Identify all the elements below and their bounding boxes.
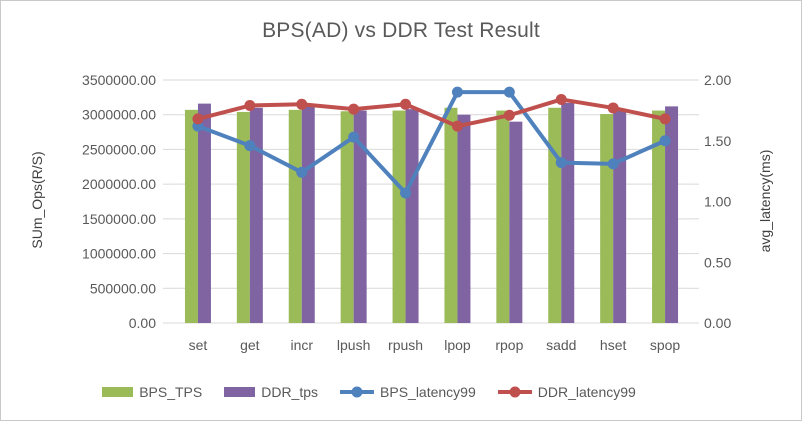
right-axis-tick-label: 1.50 — [704, 133, 731, 149]
chart-title: BPS(AD) vs DDR Test Result — [262, 19, 540, 42]
bar-BPS_TPS-get — [236, 111, 250, 324]
marker-DDR_latency99-lpush — [348, 103, 360, 115]
x-axis-category-label: rpush — [388, 337, 423, 353]
left-axis-tick-label: 0.00 — [129, 315, 156, 331]
bar-BPS_TPS-rpop — [496, 110, 510, 323]
bar-DDR_tps-rpop — [509, 121, 523, 324]
x-axis-category-label: hset — [600, 337, 627, 353]
legend-label: BPS_latency99 — [380, 384, 476, 400]
x-axis-category-label: lpush — [337, 337, 370, 353]
bar-DDR_tps-rpush — [405, 109, 419, 323]
legend-item-bps_latency99: BPS_latency99 — [340, 384, 476, 400]
bar-DDR_tps-incr — [301, 106, 315, 323]
marker-BPS_latency99-lpop — [451, 86, 463, 98]
marker-BPS_latency99-get — [244, 140, 256, 152]
legend-label: DDR_tps — [261, 384, 319, 400]
marker-DDR_latency99-hset — [607, 102, 619, 114]
right-axis-tick-label: 1.00 — [704, 194, 731, 210]
bar-BPS_TPS-lpop — [444, 107, 458, 324]
marker-BPS_latency99-spop — [659, 135, 671, 147]
x-axis-category-label: incr — [290, 337, 313, 353]
bar-DDR_tps-hset — [613, 109, 627, 323]
x-axis-category-label: rpop — [495, 337, 523, 353]
bar-BPS_TPS-set — [184, 109, 198, 324]
marker-BPS_latency99-sadd — [555, 157, 567, 169]
legend: BPS_TPS DDR_tps BPS_latency99 DDR_latency99 — [1, 380, 769, 404]
marker-DDR_latency99-sadd — [555, 93, 567, 105]
marker-DDR_latency99-lpop — [451, 120, 463, 132]
marker-DDR_latency99-incr — [296, 98, 308, 110]
bar-BPS_TPS-rpush — [392, 110, 406, 323]
bar-BPS_TPS-spop — [652, 110, 666, 323]
x-axis-category-label: get — [240, 337, 260, 353]
marker-BPS_latency99-rpop — [503, 86, 515, 98]
legend-line-marker-icon — [340, 386, 375, 398]
bar-BPS_TPS-sadd — [548, 107, 562, 324]
legend-label: BPS_TPS — [139, 384, 203, 400]
left-axis-tick-label: 500000.00 — [90, 280, 156, 296]
x-axis-category-label: set — [189, 337, 208, 353]
x-axis-category-label: lpop — [444, 337, 471, 353]
marker-BPS_latency99-hset — [607, 158, 619, 170]
line-DDR_latency99 — [195, 97, 668, 129]
legend-item-bps_tps: BPS_TPS — [102, 384, 202, 400]
right-axis-tick-label: 0.50 — [704, 254, 731, 270]
left-axis-tick-label: 2000000.00 — [82, 176, 156, 192]
line-BPS_latency99 — [195, 90, 668, 195]
left-axis-tick-label: 3500000.00 — [82, 72, 156, 88]
marker-BPS_latency99-rpush — [400, 187, 412, 199]
left-axis-tick-label: 1500000.00 — [82, 211, 156, 227]
legend-bar-swatch-icon — [224, 387, 256, 397]
right-axis-tick-label: 2.00 — [704, 72, 731, 88]
legend-bar-swatch-icon — [102, 387, 134, 397]
legend-label: DDR_latency99 — [537, 384, 636, 400]
bar-DDR_tps-sadd — [561, 102, 575, 323]
bar-BPS_TPS-hset — [600, 114, 614, 324]
x-axis-category-label: sadd — [546, 337, 576, 353]
right-axis-tick-label: 0.00 — [704, 315, 731, 331]
marker-DDR_latency99-rpush — [400, 98, 412, 110]
marker-BPS_latency99-incr — [296, 166, 308, 178]
bar-DDR_tps-set — [197, 103, 211, 323]
legend-item-ddr_tps: DDR_tps — [224, 384, 318, 400]
bar-DDR_tps-spop — [665, 106, 679, 323]
bar-DDR_tps-lpush — [353, 110, 367, 323]
left-axis-tick-label: 1000000.00 — [82, 246, 156, 262]
marker-DDR_latency99-rpop — [503, 109, 515, 121]
marker-DDR_latency99-spop — [659, 113, 671, 125]
left-axis-tick-label: 3000000.00 — [82, 107, 156, 123]
bar-BPS_TPS-incr — [288, 109, 302, 324]
bar-BPS_TPS-lpush — [340, 111, 354, 323]
bar-DDR_tps-lpop — [457, 114, 471, 323]
legend-line-marker-icon — [497, 386, 532, 398]
legend-item-ddr_latency99: DDR_latency99 — [497, 384, 636, 400]
x-axis-category-label: spop — [650, 337, 681, 353]
marker-DDR_latency99-get — [244, 100, 256, 112]
marker-BPS_latency99-lpush — [348, 131, 360, 143]
marker-DDR_latency99-set — [192, 113, 204, 125]
left-axis-tick-label: 2500000.00 — [82, 141, 156, 157]
bar-DDR_tps-get — [249, 107, 263, 324]
